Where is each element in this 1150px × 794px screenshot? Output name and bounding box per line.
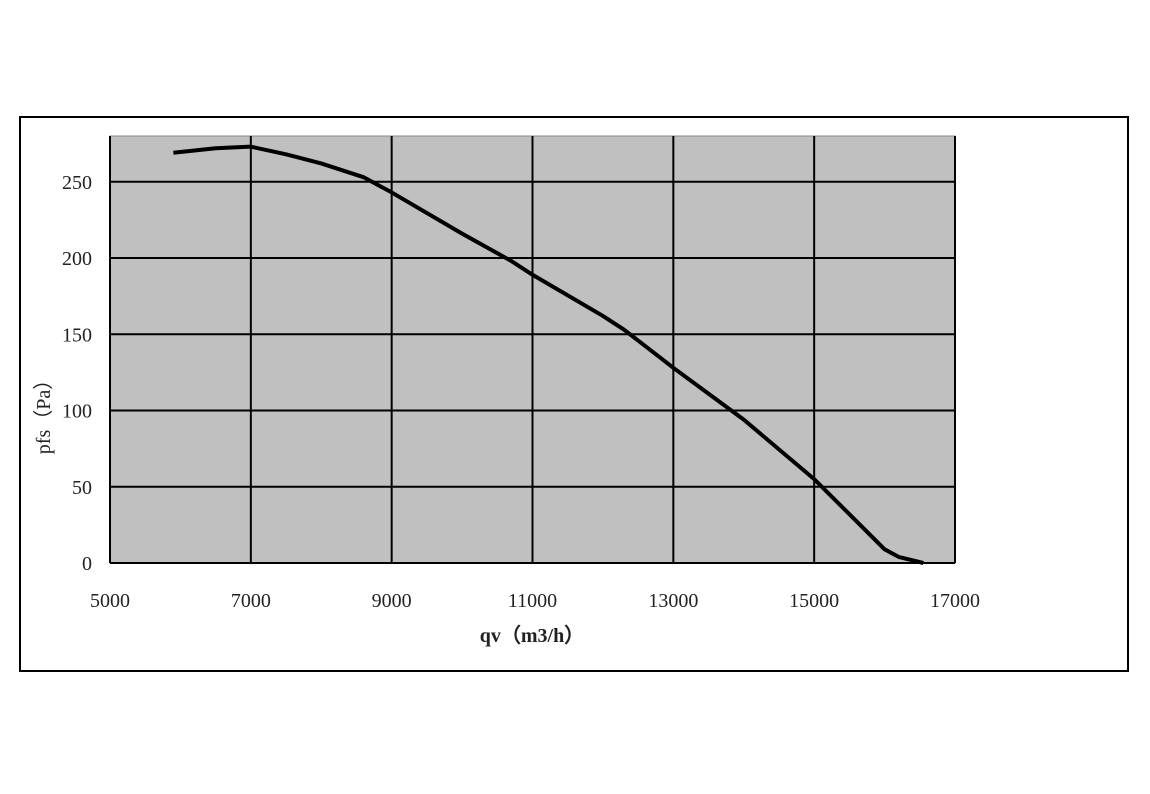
y-tick-label: 250 [62, 172, 92, 194]
line [173, 144, 924, 565]
y-axis-label: pfs（Pa） [32, 370, 55, 454]
x-tick-label: 9000 [372, 590, 412, 612]
y-tick-label: 200 [62, 248, 92, 270]
x-tick-label: 15000 [789, 590, 839, 612]
y-tick-label: 50 [72, 477, 92, 499]
y-tick-label: 100 [62, 401, 92, 423]
x-tick-label: 13000 [648, 590, 698, 612]
x-tick-label: 11000 [508, 590, 557, 612]
x-axis-label: qv（m3/h） [480, 624, 584, 647]
x-tick-label: 7000 [231, 590, 271, 612]
x-tick-label: 17000 [930, 590, 980, 612]
y-tick-label: 0 [82, 553, 92, 575]
y-tick-label: 150 [62, 324, 92, 346]
x-tick-label: 5000 [90, 590, 130, 612]
